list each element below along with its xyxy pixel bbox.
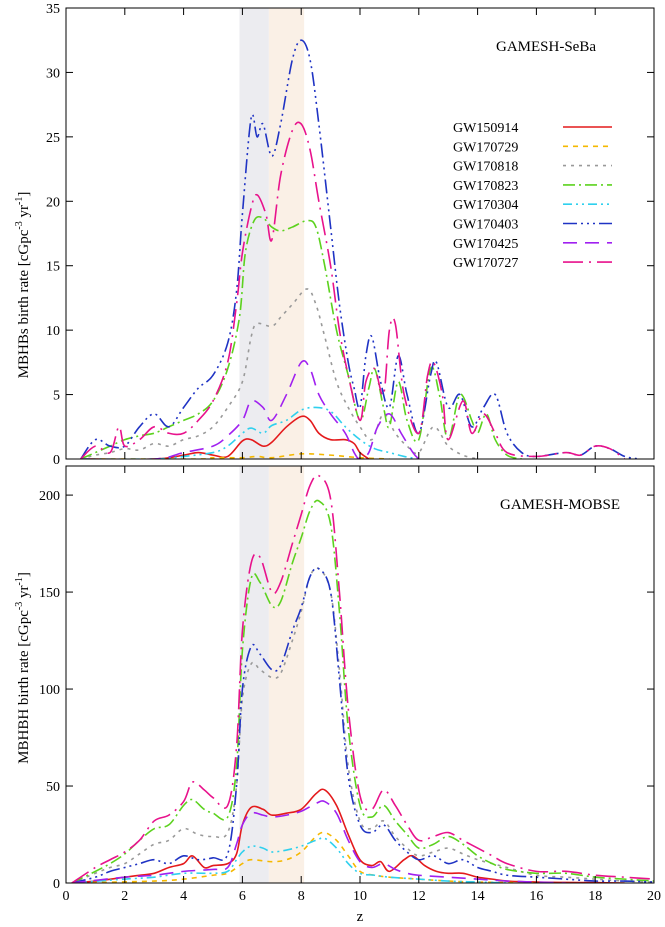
series-line-bottom-gw170729 xyxy=(71,831,537,883)
y-axis-label-bottom-mid: yr xyxy=(16,586,32,602)
y-tick-label-bottom: 100 xyxy=(39,683,60,698)
y-tick-label-top: 0 xyxy=(53,453,60,468)
series-line-top-gw170403 xyxy=(80,39,640,459)
y-ticks-top: 0 5 10 15 20 25 30 35 xyxy=(46,2,654,468)
x-tick-label-bottom: 4 xyxy=(180,889,187,904)
y-axis-label-top-sup2: -1 xyxy=(14,197,25,205)
legend-label-gw170818: GW170818 xyxy=(453,160,518,175)
y-axis-label-top: MBHBs birth rate [cGpc-3 yr-1] xyxy=(14,192,32,379)
y-tick-label-top: 15 xyxy=(46,260,60,275)
shaded-band-bottom-1 xyxy=(268,466,305,883)
y-tick-label-top: 20 xyxy=(46,195,60,210)
series-line-bottom-gw170823 xyxy=(71,499,654,883)
y-axis-label-top-mid: yr xyxy=(16,205,32,221)
y-axis-label-bottom-end: ] xyxy=(16,572,32,577)
x-tick-label-bottom: 20 xyxy=(647,889,661,904)
series-group-bottom xyxy=(71,474,654,883)
y-tick-label-bottom: 200 xyxy=(39,489,60,504)
series-line-top-gw170729 xyxy=(80,452,390,459)
y-tick-label-bottom: 0 xyxy=(53,877,60,892)
x-ticks-bottom: 0 2 4 6 8 10 12 14 16 18 20 xyxy=(63,466,661,904)
y-axis-label-top-main: MBHBs birth rate [cGpc xyxy=(16,229,32,378)
shaded-band-top-0 xyxy=(239,8,269,459)
y-axis-label-bottom-sup2: -1 xyxy=(14,577,25,585)
series-line-top-gw170818 xyxy=(80,288,478,459)
x-tick-label-bottom: 18 xyxy=(588,889,602,904)
shaded-band-top-1 xyxy=(268,8,305,459)
series-line-top-gw170425 xyxy=(80,360,420,459)
y-ticks-bottom: 0 50 100 150 200 xyxy=(39,489,654,892)
panel-top: 0 5 10 15 20 25 30 35 GAMESH-SeBa MBHBs birth r… xyxy=(14,2,655,468)
legend-label-gw170823: GW170823 xyxy=(453,179,518,194)
legend-label-gw170727: GW170727 xyxy=(453,256,518,271)
y-tick-label-bottom: 50 xyxy=(46,780,60,795)
legend-label-gw150914: GW150914 xyxy=(453,121,518,136)
y-axis-label-top-sup1: -3 xyxy=(14,221,25,229)
series-line-top-gw170304 xyxy=(80,406,419,459)
series-line-top-gw150914 xyxy=(80,415,370,459)
x-tick-label-bottom: 14 xyxy=(471,889,485,904)
series-line-top-gw170727 xyxy=(80,121,626,459)
x-tick-label-bottom: 12 xyxy=(412,889,426,904)
x-tick-label-bottom: 8 xyxy=(298,889,305,904)
y-tick-label-bottom: 150 xyxy=(39,586,60,601)
y-tick-label-top: 5 xyxy=(53,389,60,404)
series-line-bottom-gw170304 xyxy=(71,837,508,883)
y-tick-label-top: 10 xyxy=(46,324,60,339)
legend-label-gw170403: GW170403 xyxy=(453,218,518,233)
legend: GW150914 GW170729 GW170818 GW170823 GW170304… xyxy=(453,121,612,271)
y-tick-label-top: 30 xyxy=(46,66,60,81)
y-tick-label-top: 25 xyxy=(46,131,60,146)
x-tick-label-bottom: 16 xyxy=(529,889,543,904)
y-axis-label-bottom-main: MBHBH birth rate [cGpc xyxy=(16,610,32,764)
y-axis-label-bottom-sup1: -3 xyxy=(14,602,25,610)
y-tick-label-top: 35 xyxy=(46,2,60,17)
series-line-bottom-gw170425 xyxy=(71,800,566,883)
series-line-bottom-gw150914 xyxy=(71,788,625,883)
x-tick-label-bottom: 0 xyxy=(63,889,70,904)
x-tick-label-bottom: 2 xyxy=(121,889,128,904)
shaded-bands-top xyxy=(239,8,305,459)
panel-bottom: 0 50 100 150 200 0 2 4 6 8 10 12 14 16 18 20 GAMESH-MO… xyxy=(14,465,661,904)
legend-label-gw170425: GW170425 xyxy=(453,237,518,252)
series-line-bottom-gw170727 xyxy=(71,474,654,883)
x-tick-label-bottom: 10 xyxy=(353,889,367,904)
legend-label-gw170304: GW170304 xyxy=(453,198,518,213)
y-axis-label-top-end: ] xyxy=(16,192,32,197)
series-line-bottom-gw170403 xyxy=(71,567,654,883)
series-group-top xyxy=(80,39,640,459)
x-tick-label-bottom: 6 xyxy=(239,889,246,904)
y-axis-label-bottom: MBHBH birth rate [cGpc-3 yr-1] xyxy=(14,572,32,764)
legend-label-gw170729: GW170729 xyxy=(453,140,518,155)
x-ticks-top xyxy=(65,8,655,459)
x-axis-label: z xyxy=(357,909,364,925)
shaded-bands-bottom xyxy=(239,466,305,883)
panel-title-bottom: GAMESH-MOBSE xyxy=(500,497,620,513)
panel-title-top: GAMESH-SeBa xyxy=(496,39,596,55)
